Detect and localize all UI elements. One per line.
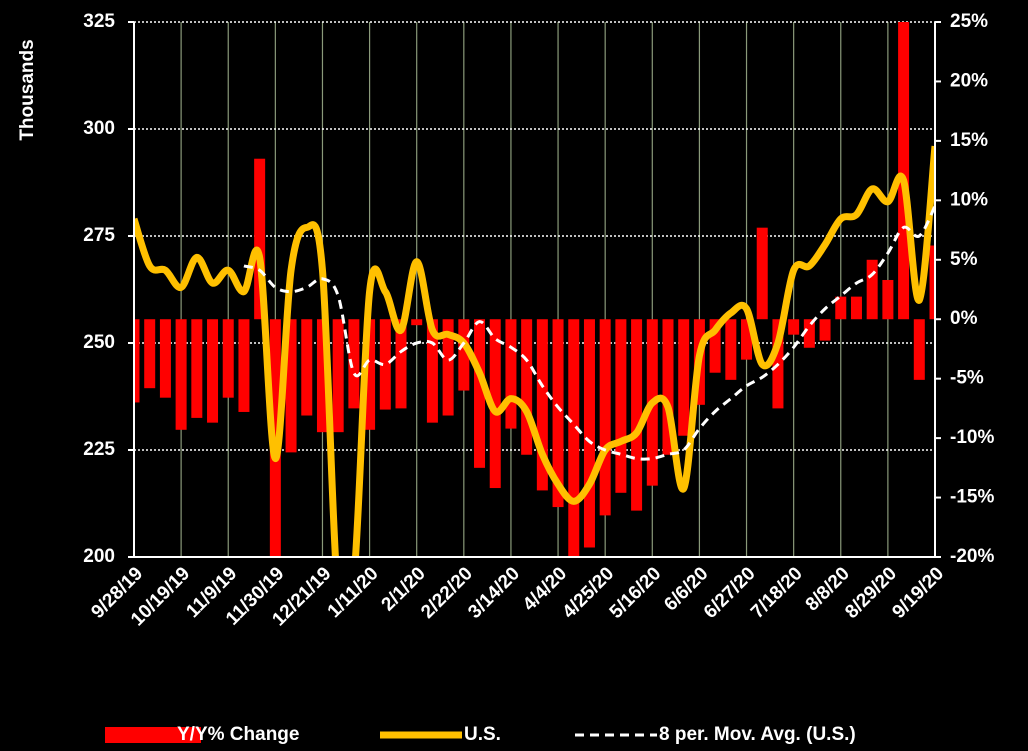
bar [521, 319, 533, 455]
bar [411, 319, 423, 326]
y-tick-label: 250 [83, 332, 115, 353]
bar [505, 319, 517, 429]
legend-label: U.S. [464, 724, 501, 745]
bar [913, 319, 925, 380]
y2-tick-label: -20% [950, 546, 994, 567]
y2-tick-label: 0% [950, 308, 978, 329]
legend-label: 8 per. Mov. Avg. (U.S.) [659, 724, 856, 745]
bar [285, 319, 297, 453]
x-tick-label: 7/18/20 [747, 563, 807, 623]
y2-tick-label: 5% [950, 249, 978, 270]
y2-tick-label: 20% [950, 70, 988, 91]
bar [850, 296, 862, 320]
y2-tick-label: 10% [950, 189, 988, 210]
bar [442, 319, 454, 416]
x-tick-label: 2/22/20 [417, 563, 477, 623]
bar [803, 319, 815, 348]
legend-swatch [105, 727, 201, 743]
bar [269, 319, 281, 557]
bar [191, 319, 203, 418]
bar [395, 319, 407, 409]
bar [474, 319, 486, 468]
bar [458, 319, 470, 391]
bar [222, 319, 234, 398]
bar [379, 319, 391, 410]
x-tick-label: 3/14/20 [464, 563, 524, 623]
bar [583, 319, 595, 548]
bar [364, 319, 376, 430]
y2-tick-label: -10% [950, 427, 994, 448]
bar [599, 319, 611, 516]
bar [631, 319, 643, 511]
x-tick-label: 5/16/20 [606, 563, 666, 623]
bar [662, 319, 674, 455]
bar [489, 319, 501, 489]
y2-tick-label: -5% [950, 368, 984, 389]
bar [741, 319, 753, 360]
x-tick-label: 9/19/20 [888, 563, 948, 623]
bar [725, 319, 737, 380]
bar [552, 319, 564, 508]
y-tick-label: 225 [83, 439, 115, 460]
bar [426, 319, 438, 423]
bar [134, 319, 140, 403]
y-tick-label: 300 [83, 118, 115, 139]
bar [207, 319, 219, 423]
bar [882, 279, 894, 320]
bar [254, 158, 266, 320]
bar [316, 319, 328, 433]
x-tick-label: 6/27/20 [700, 563, 760, 623]
bar [536, 319, 548, 491]
bar [709, 319, 721, 373]
bar [929, 245, 935, 320]
plot-area [134, 22, 935, 557]
bar [678, 319, 690, 436]
bar [348, 319, 360, 409]
bar [835, 296, 847, 320]
bar [819, 319, 831, 341]
y2-tick-label: -15% [950, 487, 994, 508]
bar [175, 319, 187, 430]
bar [788, 319, 800, 335]
bar [615, 319, 627, 493]
x-tick-label: 4/25/20 [559, 563, 619, 623]
y-tick-label: 275 [83, 225, 115, 246]
bar [144, 319, 156, 389]
y-tick-label: 200 [83, 546, 115, 567]
bar [301, 319, 313, 416]
bar [332, 319, 344, 433]
y-axis-title: Thousands [17, 39, 38, 140]
y-tick-label: 325 [83, 11, 115, 32]
line [134, 145, 935, 557]
bar [866, 259, 878, 320]
x-tick-label: 1/11/20 [324, 563, 383, 622]
moving-average-line [243, 205, 935, 461]
bar [756, 227, 768, 320]
bar [159, 319, 171, 398]
bar [898, 22, 910, 320]
bar [238, 319, 250, 412]
x-tick-label: 8/29/20 [841, 563, 901, 623]
y2-tick-label: 25% [950, 11, 988, 32]
legend-label: Y/Y% Change [177, 724, 299, 745]
bar [568, 319, 580, 557]
y2-tick-label: 15% [950, 130, 988, 151]
